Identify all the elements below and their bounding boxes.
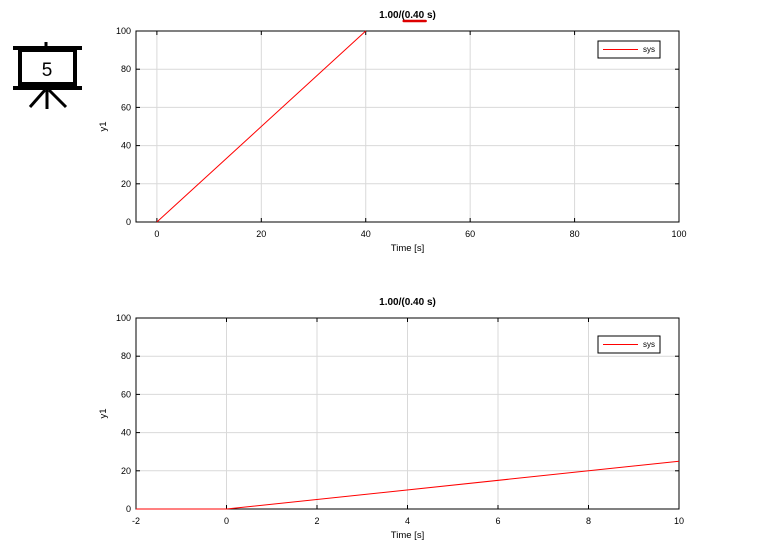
legend-label: sys <box>643 45 655 54</box>
chart-top: 0 20 40 60 80 100 0 20 40 60 80 100 Time [s] y1 1.00/(… <box>98 10 687 254</box>
x-tick-label: 8 <box>586 516 591 526</box>
series-line-sys <box>156 30 367 223</box>
y-tick-label: 40 <box>121 141 131 151</box>
x-axis-label: Time [s] <box>391 243 424 254</box>
y-tick-label: 40 <box>121 428 131 438</box>
x-tick-label: 10 <box>674 516 684 526</box>
slide-number: 5 <box>42 60 53 81</box>
board-stand-left <box>28 89 47 108</box>
x-tick-label: -2 <box>132 516 140 526</box>
chart-title: 1.00/(0.40 s) <box>379 10 436 21</box>
y-tick-label: 80 <box>121 351 131 361</box>
chart-title-highlight: 0.40 <box>405 10 425 21</box>
board-stand-right <box>47 88 68 109</box>
y-axis-label: y1 <box>98 121 109 131</box>
y-tick-label: 80 <box>121 64 131 74</box>
y-tick-label: 60 <box>121 389 131 399</box>
y-tick-label: 100 <box>116 313 131 323</box>
x-tick-label: 2 <box>314 516 319 526</box>
x-axis-label: Time [s] <box>391 530 424 541</box>
y-tick-label: 0 <box>126 504 131 514</box>
plot-area <box>136 31 679 222</box>
y-tick-label: 20 <box>121 179 131 189</box>
x-tick-label: 40 <box>361 229 371 239</box>
axes-frame <box>135 30 680 223</box>
y-tick-label: 100 <box>116 26 131 36</box>
x-tick-label: 6 <box>495 516 500 526</box>
legend-label: sys <box>643 340 655 349</box>
chart-title: 1.00/(0.40 s) <box>379 297 436 308</box>
chart-title-pre: 1.00/( <box>379 10 405 21</box>
board-frame <box>18 48 77 86</box>
x-tick-label: 4 <box>405 516 410 526</box>
x-tick-label: 0 <box>154 229 159 239</box>
y-tick-label: 60 <box>121 102 131 112</box>
y-tick-label: 0 <box>126 217 131 227</box>
y-axis-label: y1 <box>98 408 109 418</box>
x-tick-label: 80 <box>570 229 580 239</box>
x-tick-label: 100 <box>671 229 686 239</box>
y-tick-label: 20 <box>121 466 131 476</box>
x-tick-label: 60 <box>465 229 475 239</box>
x-tick-label: 20 <box>256 229 266 239</box>
chart-title-post: s) <box>424 10 436 21</box>
presentation-board-icon: 5 <box>13 42 82 109</box>
series-line-sys <box>136 460 680 510</box>
x-tick-label: 0 <box>224 516 229 526</box>
